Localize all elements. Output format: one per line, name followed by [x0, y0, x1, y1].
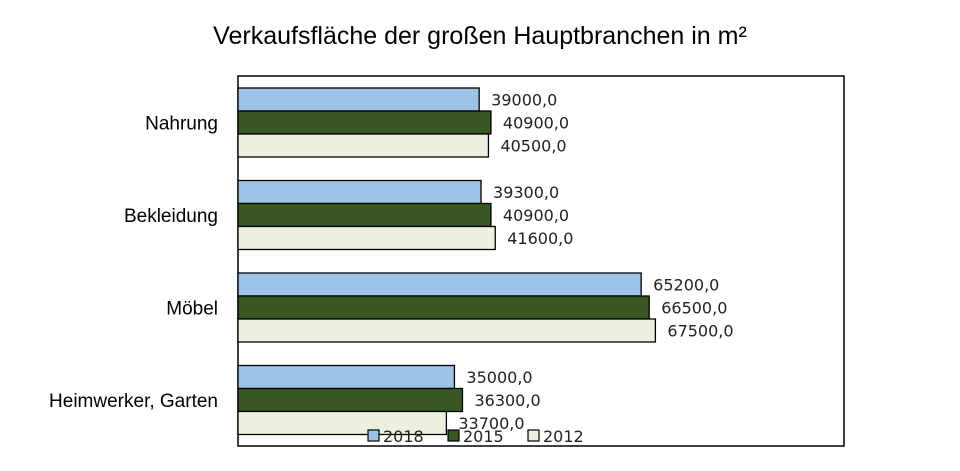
category-label: Möbel [166, 299, 218, 320]
data-label: 36300,0 [474, 391, 540, 410]
category-label: Heimwerker, Garten [49, 391, 218, 412]
data-label: 66500,0 [661, 299, 727, 318]
bar-2018 [237, 87, 480, 112]
data-label: 40900,0 [503, 114, 569, 133]
data-label: 41600,0 [507, 229, 573, 248]
data-label: 39300,0 [493, 183, 559, 202]
bar-2015 [237, 110, 492, 135]
data-label: 35000,0 [466, 368, 532, 387]
bar-2015 [237, 202, 492, 228]
bar-2018 [237, 272, 642, 297]
legend-swatch [367, 429, 380, 442]
bar-2018 [237, 179, 482, 205]
data-labels-group: 39000,0 40900,0 40500,0 39300,0 40900,0 41600… [458, 91, 733, 434]
category-label: Nahrung [145, 114, 218, 135]
legend: 2018 2015 2012 [367, 427, 584, 446]
legend-swatch [447, 429, 460, 442]
legend-label: 2012 [543, 427, 584, 446]
bar-2015 [237, 295, 650, 320]
bars-group [237, 87, 657, 436]
legend-swatch [527, 429, 540, 442]
bar-2012 [237, 225, 496, 251]
bar-2012 [237, 318, 657, 343]
plot-area-frame [237, 75, 845, 447]
chart-title: Verkaufsfläche der großen Hauptbranchen … [213, 22, 747, 50]
bar-2012 [237, 133, 490, 158]
data-label: 33700,0 [458, 414, 524, 433]
data-label: 40500,0 [500, 137, 566, 156]
data-label: 65200,0 [653, 276, 719, 295]
data-label: 39000,0 [491, 91, 557, 110]
data-label: 40900,0 [503, 206, 569, 225]
category-label: Bekleidung [124, 206, 218, 227]
legend-label: 2015 [463, 427, 504, 446]
category-labels-group: Nahrung Bekleidung Möbel Heimwerker, Garten [49, 114, 218, 413]
bar-2018 [237, 364, 456, 390]
bar-2012 [237, 410, 448, 436]
bar-2015 [237, 387, 464, 413]
legend-label: 2018 [383, 427, 424, 446]
data-label: 67500,0 [667, 322, 733, 341]
